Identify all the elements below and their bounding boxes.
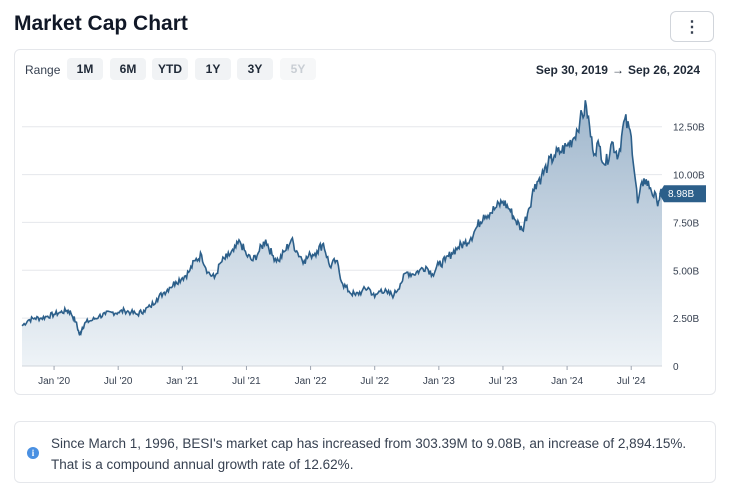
- y-tick-label: 12.50B: [673, 123, 705, 134]
- x-tick-label: Jul '24: [617, 376, 646, 387]
- start-date: Sep 30, 2019: [535, 63, 608, 77]
- x-tick-label: Jan '23: [423, 376, 455, 387]
- x-tick-label: Jul '20: [104, 376, 133, 387]
- last-value-badge-shape: [659, 185, 706, 203]
- y-tick-label: 0: [673, 362, 679, 373]
- info-text: Since March 1, 1996, BESI's market cap h…: [51, 436, 687, 472]
- range-button-3y[interactable]: 3Y: [237, 58, 273, 80]
- info-icon: i: [27, 447, 39, 459]
- range-label: Range: [25, 63, 61, 77]
- range-button-6m[interactable]: 6M: [110, 58, 146, 80]
- page-title: Market Cap Chart: [14, 12, 188, 35]
- series-line: [21, 100, 663, 336]
- x-tick-label: Jul '22: [360, 376, 389, 387]
- date-range: Sep 30, 2019 → Sep 26, 2024: [536, 63, 700, 77]
- last-value-badge: 8.98B: [659, 185, 706, 203]
- y-axis-ticks: 0 2.50B 5.00B 7.50B 10.00B 12.50B: [673, 123, 705, 373]
- end-date: Sep 26, 2024: [627, 63, 700, 77]
- series-area: [22, 100, 662, 367]
- x-tick-label: Jan '21: [166, 376, 198, 387]
- x-axis-ticks: Jan '20 Jul '20 Jan '21 Jul '21 Jan '22 Jul '…: [38, 366, 646, 387]
- y-tick-label: 2.50B: [673, 314, 699, 325]
- market-cap-chart: 0 2.50B 5.00B 7.50B 10.00B 12.50B Jan '20 Jul …: [21, 100, 706, 387]
- more-options-button[interactable]: ⋮: [670, 11, 714, 42]
- range-button-1y[interactable]: 1Y: [195, 58, 231, 80]
- y-tick-label: 7.50B: [673, 218, 699, 229]
- x-tick-label: Jan '22: [295, 376, 327, 387]
- y-tick-label: 10.00B: [673, 171, 705, 182]
- x-tick-label: Jan '20: [38, 376, 70, 387]
- y-tick-label: 5.00B: [673, 266, 699, 277]
- x-tick-label: Jul '21: [232, 376, 261, 387]
- range-button-5y[interactable]: 5Y: [280, 58, 316, 80]
- kebab-menu-icon: ⋮: [684, 18, 700, 36]
- range-button-1m[interactable]: 1M: [67, 58, 103, 80]
- arrow-icon: →: [611, 63, 624, 77]
- x-tick-label: Jan '24: [551, 376, 583, 387]
- x-tick-label: Jul '23: [489, 376, 518, 387]
- range-button-ytd[interactable]: YTD: [152, 58, 188, 80]
- last-value-label: 8.98B: [668, 189, 694, 200]
